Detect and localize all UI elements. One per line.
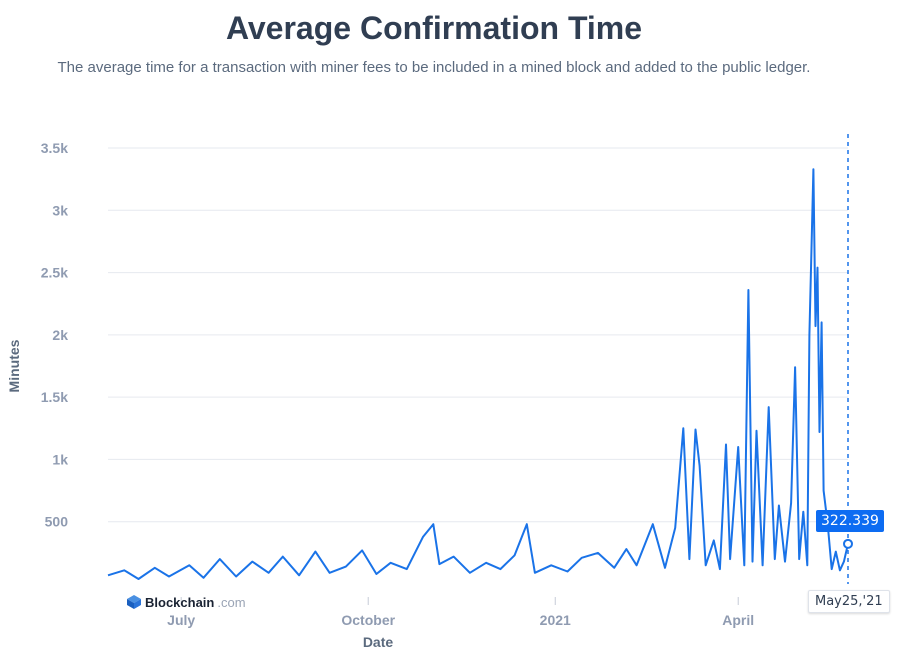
tooltip-value: 322.339 [816,510,884,532]
x-tick-labels: July October 2021 April [167,597,754,628]
x-tick-label: July [167,612,195,628]
y-tick-label: 500 [45,514,69,530]
x-tick-label: 2021 [540,612,571,628]
y-tick-labels: 500 1k 1.5k 2k 2.5k 3k 3.5k [41,140,68,530]
brand-name: Blockchain [145,594,215,610]
y-axis-label: Minutes [6,339,22,392]
x-axis-label: Date [363,634,394,650]
y-tick-label: 3k [52,202,68,218]
y-tick-label: 1.5k [41,389,68,405]
chart-subtitle: The average time for a transaction with … [57,59,811,76]
y-tick-label: 2k [52,327,68,343]
y-tick-label: 1k [52,451,68,467]
y-tick-label: 2.5k [41,265,68,281]
brand-suffix: .com [217,594,246,610]
x-tick-label: April [722,612,754,628]
chart-title: Average Confirmation Time [225,10,643,46]
brand-logo: Blockchain .com [126,594,246,610]
blockchain-cube-icon [127,595,141,609]
hover-point [843,538,853,549]
x-tick-label: October [341,612,395,628]
series-line [107,168,849,580]
y-tick-label: 3.5k [41,140,68,156]
tooltip-date: May25,'21 [808,590,890,613]
